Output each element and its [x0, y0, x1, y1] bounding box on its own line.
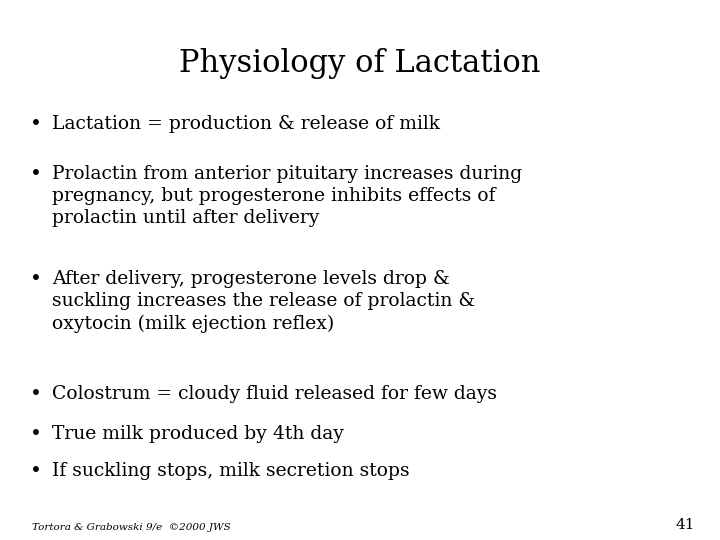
Text: Lactation = production & release of milk: Lactation = production & release of milk	[52, 115, 440, 133]
Text: Prolactin from anterior pituitary increases during
pregnancy, but progesterone i: Prolactin from anterior pituitary increa…	[52, 165, 522, 227]
Text: •: •	[30, 270, 42, 289]
Text: True milk produced by 4th day: True milk produced by 4th day	[52, 425, 344, 443]
Text: 41: 41	[675, 518, 695, 532]
Text: •: •	[30, 462, 42, 481]
Text: •: •	[30, 115, 42, 134]
Text: Physiology of Lactation: Physiology of Lactation	[179, 48, 541, 79]
Text: •: •	[30, 385, 42, 404]
Text: •: •	[30, 165, 42, 184]
Text: If suckling stops, milk secretion stops: If suckling stops, milk secretion stops	[52, 462, 410, 480]
Text: •: •	[30, 425, 42, 444]
Text: Tortora & Grabowski 9/e  ©2000 JWS: Tortora & Grabowski 9/e ©2000 JWS	[32, 523, 230, 532]
Text: After delivery, progesterone levels drop &
suckling increases the release of pro: After delivery, progesterone levels drop…	[52, 270, 475, 333]
Text: Colostrum = cloudy fluid released for few days: Colostrum = cloudy fluid released for fe…	[52, 385, 497, 403]
